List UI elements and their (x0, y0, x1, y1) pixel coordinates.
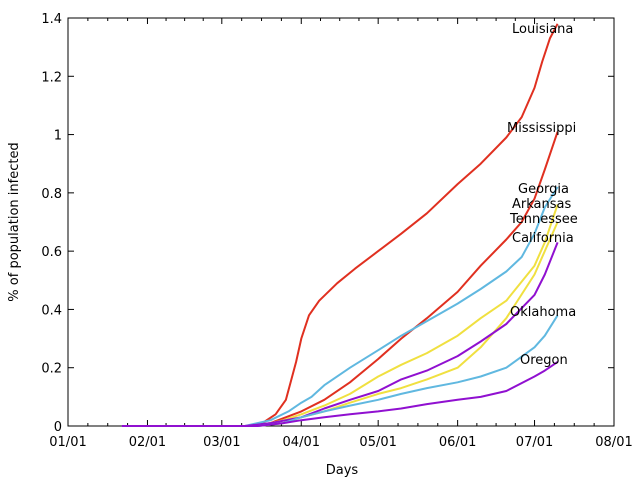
x-tick-label: 08/01 (595, 435, 632, 450)
series-line-arkansas (121, 204, 559, 427)
series-label-georgia: Georgia (518, 182, 569, 197)
x-tick-label: 04/01 (283, 435, 320, 450)
x-tick-label: 03/01 (203, 435, 240, 450)
series-label-oklahoma: Oklahoma (510, 305, 576, 320)
y-axis-label: % of population infected (7, 142, 22, 301)
x-axis-label: Days (326, 463, 359, 478)
y-tick-label: 1.4 (41, 12, 62, 27)
y-tick-label: 0.8 (41, 187, 62, 202)
y-tick-label: 0.4 (41, 303, 62, 318)
y-tick-label: 0 (54, 420, 62, 435)
axis-ticks: 01/01 02/01 03/01 04/01 05/01 06/01 07/01 08/01… (41, 12, 632, 450)
series-labels: Louisiana Mississippi GeorgiaArkansasTenne… (507, 22, 578, 368)
x-tick-label: 07/01 (516, 435, 553, 450)
series-label-california: California (512, 231, 574, 246)
series-label-oregon: Oregon (520, 353, 568, 368)
y-tick-label: 0.6 (41, 245, 62, 260)
series-label-mississippi: Mississippi (507, 121, 576, 136)
y-tick-label: 1.2 (41, 70, 62, 85)
series-label-tennessee: Tennessee (509, 212, 578, 227)
y-tick-label: 0.2 (41, 362, 62, 377)
x-tick-label: 01/01 (49, 435, 86, 450)
x-tick-label: 02/01 (129, 435, 166, 450)
series-line-mississippi (121, 131, 559, 427)
series-label-arkansas: Arkansas (512, 197, 571, 212)
y-tick-label: 1 (54, 129, 62, 144)
series-line-georgia (121, 186, 559, 427)
x-tick-label: 06/01 (439, 435, 476, 450)
x-tick-label: 05/01 (359, 435, 396, 450)
series-lines (121, 23, 559, 427)
series-line-oregon (121, 361, 559, 427)
series-line-louisiana (121, 23, 559, 427)
plot-frame (67, 17, 615, 427)
series-label-louisiana: Louisiana (512, 22, 573, 37)
series-line-california (121, 242, 559, 427)
series-line-oklahoma (121, 314, 559, 427)
